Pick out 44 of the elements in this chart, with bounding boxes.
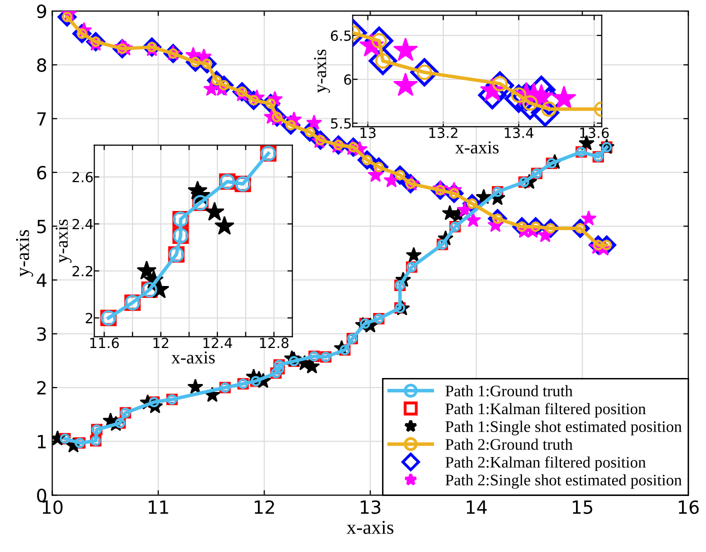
y-tick-label: 3 — [37, 327, 46, 341]
x-tick-label: 11 — [148, 500, 168, 514]
y-tick-label: 6 — [344, 74, 352, 85]
x-tick-label: 10 — [42, 500, 63, 514]
x-tick-label: 13.2 — [429, 128, 458, 138]
x-tick-label: 13.4 — [504, 128, 534, 138]
y-tick-label: 2 — [86, 312, 92, 324]
y-tick-label: 1 — [38, 435, 46, 448]
x-axis-title: x-axis — [455, 141, 499, 154]
y-axis-title: y-axis — [16, 230, 34, 277]
legend-label: Path 1:Ground truth — [446, 385, 573, 396]
y-tick-label: 5.5 — [331, 118, 351, 129]
x-tick-label: 13 — [360, 500, 380, 514]
y-tick-label: 9 — [37, 4, 46, 18]
y-tick-label: 6 — [37, 166, 46, 180]
y-tick-label: 7 — [37, 112, 46, 126]
y-tick-label: 2.2 — [72, 266, 92, 276]
x-tick-label: 12.4 — [203, 338, 232, 348]
y-axis-title: y-axis — [314, 50, 330, 93]
legend-label: Path 2:Single shot estimated position — [446, 474, 682, 489]
x-tick-label: 12 — [153, 338, 168, 348]
legend-label: Path 1:Single shot estimated position — [446, 420, 682, 436]
x-tick-label: 14 — [466, 500, 487, 514]
y-tick-label: 6.5 — [330, 30, 351, 41]
y-tick-label: 4 — [36, 274, 46, 287]
legend-label: Path 1:Kalman filtered position — [446, 402, 646, 418]
x-tick-label: 13 — [360, 128, 376, 138]
x-axis-title: x-axis — [346, 520, 394, 534]
y-tick-label: 0 — [37, 488, 46, 502]
x-tick-label: 13.6 — [580, 128, 609, 138]
x-tick-label: 15 — [572, 500, 592, 514]
legend-label: Path 2:Kalman filtered position — [446, 456, 646, 471]
x-axis-title: x-axis — [171, 351, 215, 364]
y-tick-label: 2 — [37, 381, 46, 394]
y-tick-label: 5 — [37, 220, 46, 234]
y-axis-title: y-axis — [56, 220, 72, 263]
legend-label: Path 2:Ground truth — [446, 438, 573, 450]
x-tick-label: 12 — [254, 500, 274, 514]
x-tick-label: 16 — [678, 500, 699, 514]
y-tick-label: 2.4 — [72, 218, 93, 230]
y-tick-label: 2.6 — [72, 172, 93, 182]
y-tick-label: 8 — [37, 58, 46, 72]
x-tick-label: 11.6 — [90, 338, 119, 348]
x-tick-label: 12.8 — [260, 338, 288, 348]
